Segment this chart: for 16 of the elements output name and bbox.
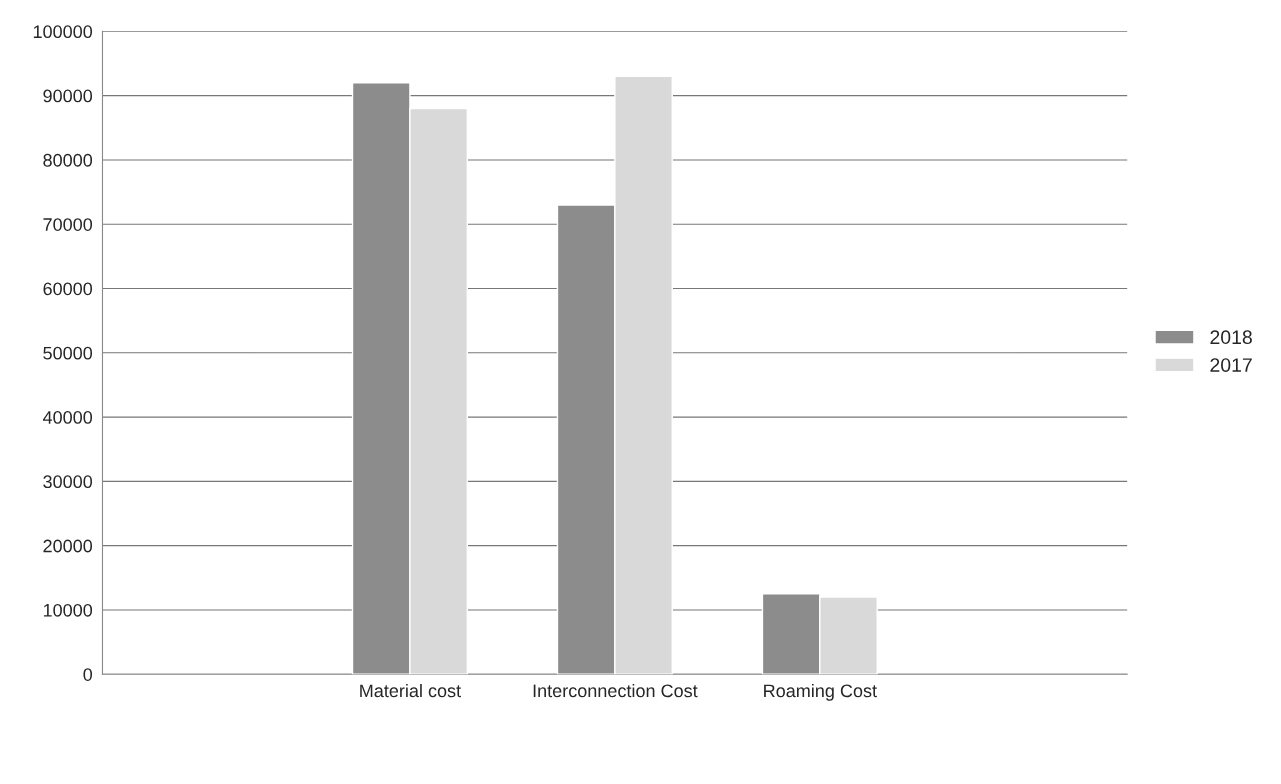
x-tick-label: Interconnection Cost — [533, 683, 698, 698]
x-tick-label: Roaming Cost — [764, 683, 877, 701]
y-tick-label: 20000 — [43, 539, 93, 553]
y-tick-label: 0 — [83, 668, 93, 681]
y-tick-label: 40000 — [42, 411, 93, 424]
y-tick-label: 70000 — [43, 218, 93, 231]
y-tick-label: 80000 — [43, 153, 93, 167]
y-tick-label: 50000 — [43, 346, 93, 360]
y-tick-label: 90000 — [43, 89, 93, 103]
legend-label: 2018 — [1210, 330, 1252, 345]
y-tick-label: 100000 — [33, 25, 93, 39]
y-tick-label: 10000 — [43, 603, 93, 617]
y-tick-label: 60000 — [43, 282, 93, 296]
x-tick-label: Material cost — [360, 683, 461, 698]
legend-label: 2017 — [1210, 358, 1252, 372]
y-tick-label: 30000 — [43, 475, 93, 489]
